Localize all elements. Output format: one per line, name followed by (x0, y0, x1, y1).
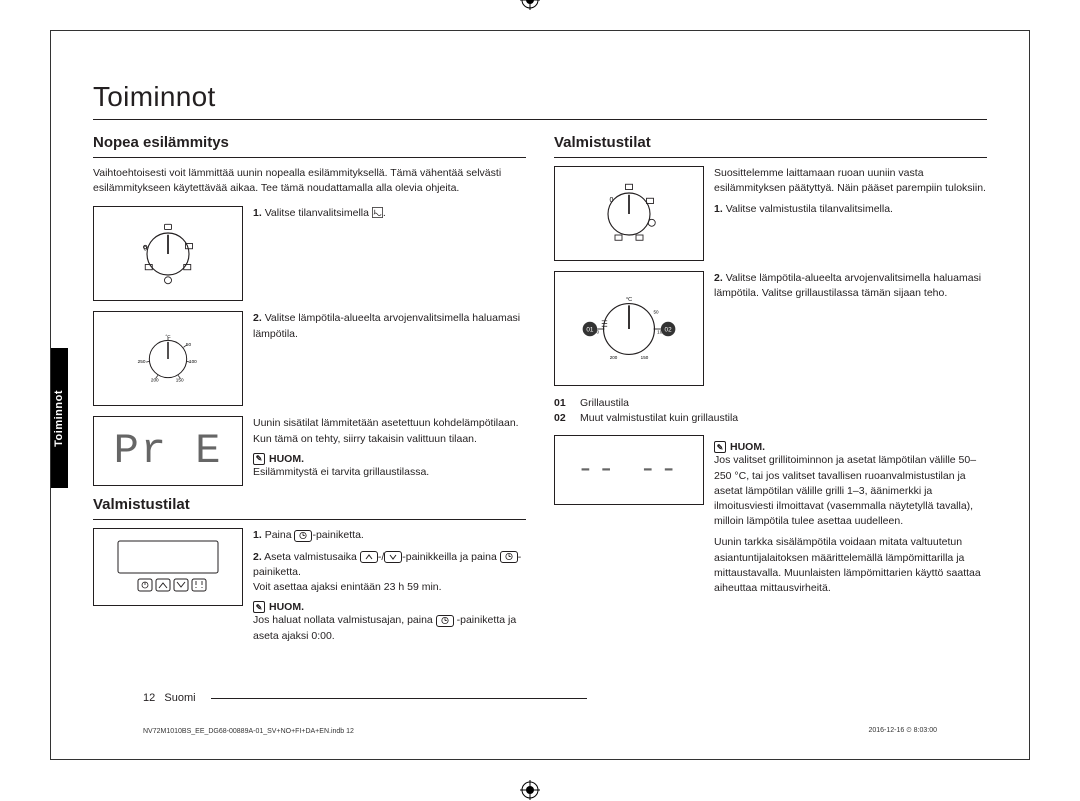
page-number: 12 (143, 692, 155, 704)
valm-step1: 1. Paina -painiketta. (253, 528, 526, 543)
timer-panel-figure (93, 528, 243, 606)
page-footer: 12 Suomi (143, 692, 196, 704)
note-label-2: HUOM. (269, 601, 304, 613)
right-step1: 1. Valitse valmistustila tilanvalitsimel… (714, 202, 987, 217)
page-lang: Suomi (164, 692, 195, 704)
note-heading: ✎ HUOM. (253, 453, 526, 465)
footer-rule (211, 698, 587, 699)
note-heading-2: ✎ HUOM. (253, 601, 526, 613)
sec-nopea-h2: Nopea esilämmitys (93, 134, 526, 151)
pre-text2: Kun tämä on tehty, siirry takaisin valit… (253, 432, 526, 447)
mode-dial2-icon: 0 (594, 179, 664, 249)
dial-legend: 01 Grillaustila 02 Muut valmistustilat kui… (554, 396, 987, 425)
note-text-2: Jos haluat nollata valmistusajan, paina … (253, 613, 526, 643)
svg-text:200: 200 (610, 355, 618, 360)
temp-dial2-figure: °C 50 100 150 200 250 01 02 (554, 271, 704, 386)
dash-display-figure: -- -- (554, 435, 704, 505)
right-step2: 2. Valitse lämpötila-alueelta arvojenval… (714, 271, 987, 301)
page-frame: Toiminnot Nopea esilämmitys Vaihtoehtois… (50, 30, 1030, 760)
sec-valm-left-h2: Valmistustilat (93, 496, 526, 513)
note-text-3: Jos valitset grillitoiminnon ja asetat l… (714, 453, 987, 529)
sec-valm-right-rule (554, 157, 987, 158)
legend-01-num: 01 (554, 396, 574, 411)
note-text-4: Uunin tarkka sisälämpötila voidaan mitat… (714, 535, 987, 596)
valm-step2: 2. Aseta valmistusaika -/-painikkeilla j… (253, 550, 526, 596)
pre-text1: Uunin sisätilat lämmitetään asetettuun k… (253, 416, 526, 431)
dash-display-text: -- -- (577, 455, 681, 486)
step2-num: 2. (253, 312, 262, 324)
down-key-icon (384, 551, 402, 563)
thermometer-wave-icon (372, 207, 383, 218)
svg-text:50: 50 (654, 309, 660, 314)
mode-dial2-figure: 0 (554, 166, 704, 261)
callout-01: 01 (586, 326, 594, 333)
title-rule (93, 119, 987, 120)
sec-valm-right-h2: Valmistustilat (554, 134, 987, 151)
temp-dial-figure: °C 50 100 150 200 250 (93, 311, 243, 406)
clock-key-icon (294, 530, 312, 542)
doc-footer-left: NV72M1010BS_EE_DG68-00889A-01_SV+NO+FI+D… (143, 728, 354, 735)
clock-key-icon-2 (500, 551, 518, 563)
temp-dial-icon: °C 50 100 150 200 250 (133, 324, 203, 394)
step1-num: 1. (253, 207, 262, 219)
svg-text:0: 0 (144, 245, 148, 252)
left-column: Nopea esilämmitys Vaihtoehtoisesti voit … (93, 134, 526, 654)
pre-display-figure: Pr E (93, 416, 243, 486)
svg-text:0: 0 (610, 196, 614, 203)
note-text: Esilämmitystä ei tarvita grillaustilassa… (253, 465, 526, 480)
mode-dial-figure: 0 (93, 206, 243, 301)
note-label-3: HUOM. (730, 441, 765, 453)
svg-text:200: 200 (151, 377, 159, 382)
step2-text: Valitse lämpötila-alueelta arvojenvalits… (253, 312, 520, 339)
page-title: Toiminnot (93, 81, 987, 113)
registration-mark-bottom (519, 779, 541, 801)
mode-dial-icon: 0 (133, 219, 203, 289)
note-heading-3: ✎ HUOM. (714, 441, 987, 453)
legend-01-text: Grillaustila (580, 396, 629, 411)
legend-02-num: 02 (554, 411, 574, 426)
callout-02: 02 (665, 326, 673, 333)
pre-display-text: Pr E (114, 427, 223, 475)
note-label: HUOM. (269, 453, 304, 465)
svg-text:50: 50 (186, 342, 192, 347)
svg-text:100: 100 (189, 359, 197, 364)
svg-text:150: 150 (641, 355, 649, 360)
step1-text: Valitse tilanvalitsimella (265, 207, 372, 219)
note-icon: ✎ (253, 453, 265, 465)
note-icon: ✎ (714, 441, 726, 453)
doc-footer-right: 2016-12-16 ⏲ 8:03:00 (868, 727, 937, 735)
registration-mark-top (519, 0, 541, 11)
up-key-icon (360, 551, 378, 563)
right-intro: Suosittelemme laittamaan ruoan uuniin va… (714, 166, 987, 196)
temp-dial2-icon: °C 50 100 150 200 250 01 02 (579, 279, 679, 379)
sec-nopea-rule (93, 157, 526, 158)
svg-text:250: 250 (138, 359, 146, 364)
timer-panel-icon (108, 535, 228, 599)
legend-02-text: Muut valmistustilat kuin grillaustila (580, 411, 738, 426)
clock-key-icon-3 (436, 615, 454, 627)
sec-valm-left-rule (93, 519, 526, 520)
svg-text:°C: °C (626, 296, 632, 302)
note-icon: ✎ (253, 601, 265, 613)
right-column: Valmistustilat 0 (554, 134, 987, 654)
nopea-intro: Vaihtoehtoisesti voit lämmittää uunin no… (93, 166, 526, 196)
